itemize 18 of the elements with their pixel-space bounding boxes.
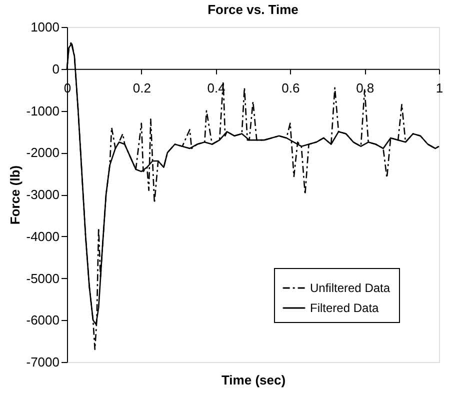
- y-tick-label: -1000: [26, 103, 60, 118]
- x-tick-label: 0.8: [356, 80, 374, 96]
- y-tick-label: -4000: [26, 228, 60, 244]
- legend-label: Filtered Data: [310, 301, 380, 315]
- x-axis-title: Time (sec): [221, 372, 286, 388]
- x-tick-label: 0.2: [132, 80, 151, 96]
- y-tick-label: -5000: [26, 270, 60, 286]
- y-tick-label: -2000: [26, 145, 60, 160]
- y-tick-label: -7000: [26, 354, 60, 370]
- x-tick-label: 1: [436, 80, 444, 96]
- legend-label: Unfiltered Data: [310, 281, 390, 295]
- chart-title: Force vs. Time: [208, 2, 298, 17]
- y-tick-label: -6000: [26, 312, 60, 328]
- y-tick-label: 1000: [30, 20, 60, 34]
- y-tick-label: -3000: [26, 187, 60, 202]
- x-tick-label: 0.6: [282, 80, 300, 96]
- y-tick-label: 0: [52, 61, 60, 76]
- y-axis-title: Force (lb): [7, 165, 22, 225]
